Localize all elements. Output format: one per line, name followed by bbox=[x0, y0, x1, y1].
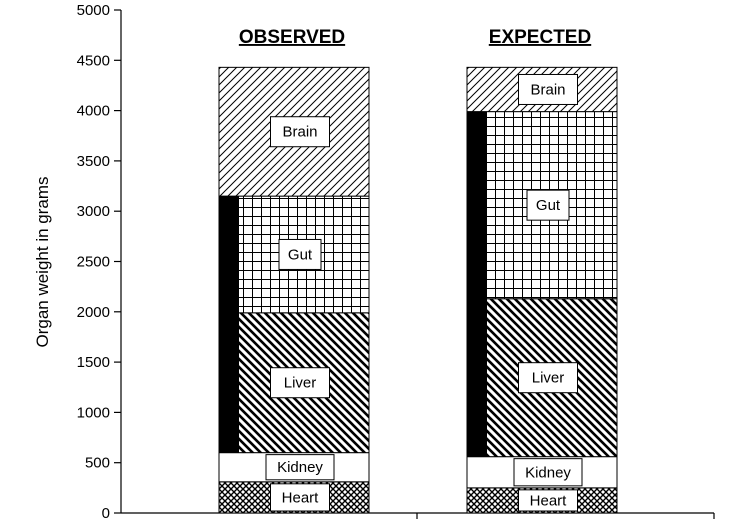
y-tick-label: 3000 bbox=[77, 203, 110, 220]
segment-label-kidney: Kidney bbox=[525, 464, 571, 481]
segment-label-brain: Brain bbox=[282, 124, 317, 141]
label-box-gut bbox=[278, 238, 322, 270]
label-box-liver bbox=[518, 362, 578, 394]
segment-label-heart: Heart bbox=[282, 489, 320, 506]
x-axis bbox=[121, 512, 715, 519]
label-box-kidney bbox=[513, 458, 583, 487]
label-box-gut bbox=[526, 189, 570, 221]
bar-title-observed: OBSERVED bbox=[239, 27, 345, 48]
y-tick-label: 0 bbox=[102, 505, 110, 522]
segment-label-liver: Liver bbox=[532, 370, 565, 387]
y-tick-label: 3500 bbox=[77, 153, 110, 170]
bars: Heart Kidney Liver Gut Brain OBSERVED Heart Kid… bbox=[218, 27, 618, 514]
bar-observed: Heart Kidney Liver Gut Brain OBSERVED bbox=[218, 27, 370, 514]
y-tick-label: 2500 bbox=[77, 254, 110, 271]
label-box-brain bbox=[270, 116, 330, 148]
segment-label-gut: Gut bbox=[288, 246, 313, 263]
label-box-liver bbox=[270, 367, 330, 399]
label-box-kidney bbox=[265, 454, 335, 481]
segment-label-kidney: Kidney bbox=[277, 459, 323, 476]
y-axis: 0 500 1000 1500 2000 2500 3000 3500 4000 4500 5000… bbox=[33, 2, 122, 522]
y-tick-label: 1000 bbox=[77, 404, 110, 421]
segment-label-brain: Brain bbox=[530, 81, 565, 98]
y-tick-label: 1500 bbox=[77, 354, 110, 371]
label-box-brain bbox=[518, 73, 578, 105]
segment-label-gut: Gut bbox=[536, 197, 561, 214]
label-box-heart bbox=[270, 483, 330, 512]
bar-title-expected: EXPECTED bbox=[489, 27, 591, 48]
y-ticks: 0 500 1000 1500 2000 2500 3000 3500 4000 4500 5000 bbox=[77, 2, 121, 522]
y-tick-label: 4000 bbox=[77, 103, 110, 120]
y-tick-label: 500 bbox=[85, 455, 110, 472]
y-tick-label: 4500 bbox=[77, 52, 110, 69]
black-band bbox=[219, 196, 239, 453]
y-axis-label: Organ weight in grams bbox=[33, 176, 52, 347]
y-tick-label: 5000 bbox=[77, 2, 110, 19]
bar-expected: Heart Kidney Liver Gut Brain EXPECTED bbox=[466, 27, 618, 514]
segment-label-liver: Liver bbox=[284, 375, 317, 392]
segment-label-heart: Heart bbox=[530, 492, 568, 509]
black-band bbox=[467, 111, 487, 457]
y-tick-label: 2000 bbox=[77, 304, 110, 321]
label-box-heart bbox=[518, 489, 578, 512]
